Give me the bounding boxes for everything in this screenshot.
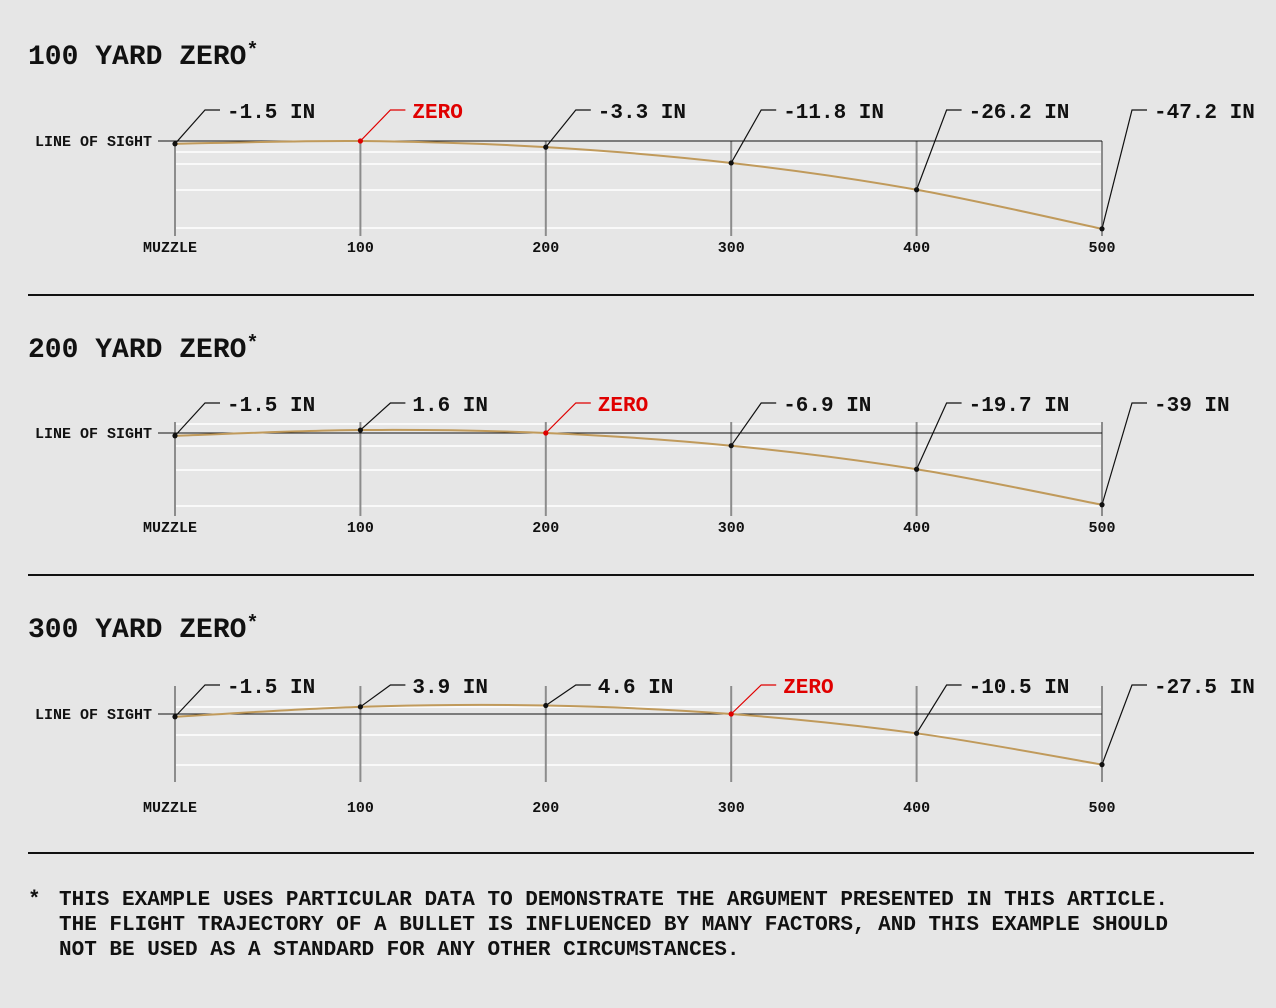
data-point-2-1 — [172, 433, 178, 439]
footnote-line-3: NOT BE USED AS A STANDARD FOR ANY OTHER … — [59, 939, 740, 962]
trajectory-1 — [174, 139, 1103, 230]
x-tick-label-1-3: 200 — [532, 240, 559, 257]
leader-line-2-5 — [916, 402, 962, 470]
leader-line-3-5 — [916, 684, 962, 734]
x-tick-label-2-5: 400 — [903, 520, 930, 537]
point-label-2-4: -6.9 IN — [783, 395, 871, 418]
leader-line-2-2 — [359, 402, 406, 431]
point-label-3-1: -1.5 IN — [227, 677, 315, 700]
footnote-line-2: THE FLIGHT TRAJECTORY OF A BULLET IS INF… — [59, 914, 1168, 937]
point-label-3-3: 4.6 IN — [598, 677, 674, 700]
x-tick-label-2-4: 300 — [718, 520, 745, 537]
data-point-1-5 — [914, 187, 920, 193]
x-tick-label-1-6: 500 — [1088, 240, 1115, 257]
leader-line-1-4 — [730, 109, 777, 164]
point-label-1-6: -47.2 IN — [1154, 102, 1255, 125]
leader-line-2-6 — [1101, 402, 1147, 505]
data-point-3-4 — [728, 711, 734, 717]
chart-title-1: 100 YARD ZERO* — [28, 40, 258, 73]
x-tick-label-1-5: 400 — [903, 240, 930, 257]
data-point-2-4 — [728, 443, 734, 449]
x-tick-label-2-3: 200 — [532, 520, 559, 537]
leader-line-3-1 — [174, 684, 220, 718]
point-label-3-4: ZERO — [783, 677, 833, 700]
point-label-3-5: -10.5 IN — [969, 677, 1070, 700]
point-label-2-1: -1.5 IN — [227, 395, 315, 418]
x-tick-label-2-2: 100 — [347, 520, 374, 537]
x-tick-label-3-2: 100 — [347, 800, 374, 817]
trajectory-2 — [174, 428, 1103, 506]
data-point-1-3 — [543, 144, 549, 150]
leader-line-1-2 — [359, 109, 406, 142]
footnote-star: * — [28, 889, 41, 912]
line-of-sight-label-2: LINE OF SIGHT — [35, 426, 152, 443]
x-tick-label-1-4: 300 — [718, 240, 745, 257]
leader-line-2-3 — [545, 402, 591, 434]
data-point-2-3 — [543, 430, 549, 436]
point-label-1-3: -3.3 IN — [598, 102, 686, 125]
data-point-1-1 — [172, 141, 178, 147]
data-point-1-2 — [357, 138, 363, 144]
point-label-2-2: 1.6 IN — [412, 395, 488, 418]
point-label-1-5: -26.2 IN — [969, 102, 1070, 125]
x-tick-label-3-5: 400 — [903, 800, 930, 817]
chart-title-2: 200 YARD ZERO* — [28, 333, 258, 366]
leader-line-1-6 — [1101, 109, 1147, 229]
data-point-3-5 — [914, 730, 920, 736]
footnote: * THIS EXAMPLE USES PARTICULAR DATA TO D… — [28, 888, 1258, 963]
chart-title-3: 300 YARD ZERO* — [28, 613, 258, 646]
point-label-1-1: -1.5 IN — [227, 102, 315, 125]
x-tick-label-3-6: 500 — [1088, 800, 1115, 817]
x-tick-label-2-1: MUZZLE — [143, 520, 197, 537]
line-of-sight-label-3: LINE OF SIGHT — [35, 707, 152, 724]
point-label-1-4: -11.8 IN — [783, 102, 884, 125]
leader-line-1-5 — [916, 109, 962, 190]
x-tick-label-3-1: MUZZLE — [143, 800, 197, 817]
data-point-3-1 — [172, 714, 178, 720]
leader-line-2-4 — [730, 402, 777, 447]
data-point-3-3 — [543, 702, 549, 709]
x-tick-label-1-2: 100 — [347, 240, 374, 257]
leader-line-2-1 — [174, 402, 220, 437]
leader-line-3-3 — [545, 684, 591, 707]
data-point-1-6 — [1099, 226, 1105, 232]
x-tick-label-1-1: MUZZLE — [143, 240, 197, 257]
x-tick-label-2-6: 500 — [1088, 520, 1115, 537]
data-point-3-6 — [1099, 762, 1105, 768]
data-point-2-5 — [914, 466, 920, 472]
leader-line-3-4 — [730, 684, 777, 715]
leader-line-1-1 — [174, 109, 220, 145]
x-tick-label-3-4: 300 — [718, 800, 745, 817]
data-point-2-2 — [357, 427, 363, 433]
footnote-line-1: THIS EXAMPLE USES PARTICULAR DATA TO DEM… — [59, 889, 1168, 912]
point-label-3-2: 3.9 IN — [412, 677, 488, 700]
leader-line-3-6 — [1101, 684, 1147, 765]
leader-line-3-2 — [360, 684, 406, 708]
data-point-3-2 — [357, 704, 363, 710]
data-point-1-4 — [728, 160, 734, 166]
data-point-2-6 — [1099, 502, 1105, 508]
line-of-sight-label-1: LINE OF SIGHT — [35, 134, 152, 151]
point-label-1-2: ZERO — [412, 102, 462, 125]
point-label-3-6: -27.5 IN — [1154, 677, 1255, 700]
point-label-2-6: -39 IN — [1154, 395, 1230, 418]
point-label-2-5: -19.7 IN — [969, 395, 1070, 418]
x-tick-label-3-3: 200 — [532, 800, 559, 817]
point-label-2-3: ZERO — [598, 395, 648, 418]
leader-line-1-3 — [545, 109, 591, 148]
trajectory-3 — [174, 703, 1103, 766]
